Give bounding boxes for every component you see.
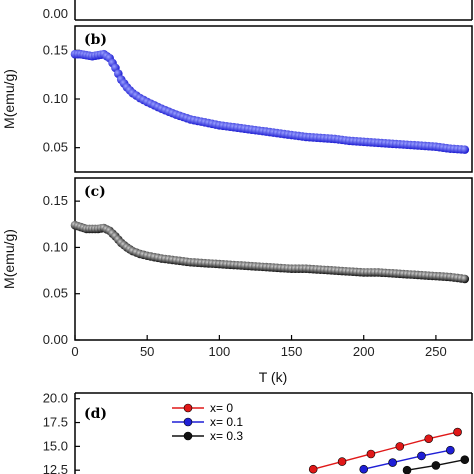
panel-a-ytick-label: 0.00 (43, 6, 68, 21)
panel-b-ytick-label: 0.05 (43, 140, 68, 155)
series-point (424, 434, 433, 444)
series-point (366, 449, 376, 459)
panel-c-ytick-label: 0.05 (43, 286, 68, 301)
series-point (308, 464, 318, 474)
panel-b: (b) M(emu/g) 0.05 0.10 0.15 (1, 25, 473, 173)
panel-d-ytick-label: 15.0 (43, 438, 68, 453)
legend-label: x= 0 (210, 401, 233, 415)
series-point (395, 442, 405, 451)
series-point (359, 464, 369, 474)
series-point (388, 458, 397, 467)
panel-c-ytick-label: 0.15 (43, 193, 68, 208)
panel-d-ytick-label: 17.5 (43, 415, 68, 430)
panel-c-ytick-label: 0.00 (43, 332, 68, 347)
panel-d-ytick-label: 12.5 (43, 462, 68, 474)
panel-c-xtick-label: 150 (281, 344, 303, 359)
legend-label: x= 0.3 (210, 429, 243, 443)
series-line (363, 449, 451, 470)
panel-d: (d) 12.5 15.0 17.5 20.0 x= 0x= 0.1x= 0.3 (43, 391, 473, 474)
panel-c-xtick-label: 100 (209, 344, 231, 359)
panel-b-ytick-label: 0.10 (43, 91, 68, 106)
series-point (337, 457, 347, 466)
panel-c-xtick-label: 250 (425, 344, 447, 359)
panel-c-ylabel: M(emu/g) (1, 229, 17, 289)
series-point (417, 451, 426, 461)
series-line (313, 431, 458, 470)
panel-d-ytick-label: 20.0 (43, 391, 68, 406)
panel-c-xtick-label: 0 (71, 344, 78, 359)
legend-marker (183, 431, 193, 441)
panel-c-label: (c) (84, 184, 106, 200)
panel-c-ytick-label: 0.10 (43, 239, 68, 254)
panel-c-xlabel: T (k) (259, 369, 288, 385)
panel-b-ytick-label: 0.15 (43, 42, 68, 57)
series-point (402, 465, 412, 474)
series-point (453, 427, 462, 437)
legend-label: x= 0.1 (210, 415, 243, 429)
panel-c-data-point (460, 274, 470, 284)
series-point (446, 445, 455, 455)
panel-c-frame (74, 177, 473, 341)
panel-c-xtick-label: 200 (353, 344, 375, 359)
panel-b-data-point (460, 145, 470, 154)
series-point (431, 461, 441, 470)
legend-marker (183, 417, 193, 427)
panel-b-label: (b) (84, 32, 107, 48)
panel-a-stub: 0.00 (43, 0, 473, 21)
panel-c: (c) M(emu/g) 0.00 0.05 0.10 0.15 0 50 100 150 2… (1, 177, 473, 385)
panel-c-xtick-label: 50 (140, 344, 154, 359)
panel-b-ylabel: M(emu/g) (1, 69, 17, 129)
panel-d-legend: x= 0x= 0.1x= 0.3 (172, 401, 243, 443)
panel-d-label: (d) (84, 406, 107, 422)
series-point (460, 455, 470, 465)
legend-marker (183, 403, 193, 413)
